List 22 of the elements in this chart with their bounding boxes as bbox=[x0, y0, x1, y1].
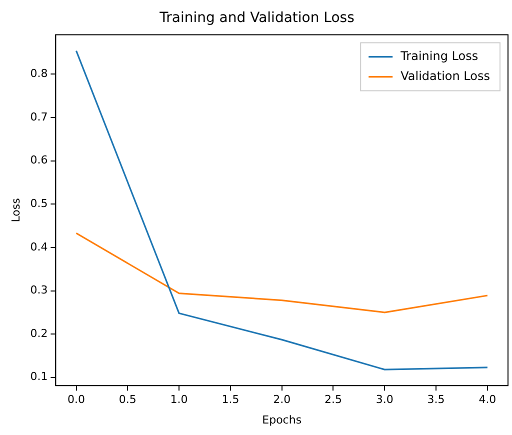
y-tick-label: 0.8 bbox=[30, 67, 48, 80]
y-tick-label: 0.2 bbox=[30, 326, 48, 340]
y-tick-label: 0.4 bbox=[30, 240, 48, 254]
y-tick-label: 0.6 bbox=[30, 154, 48, 167]
y-tick-label: 0.5 bbox=[30, 196, 48, 210]
x-tick-label: 3.5 bbox=[427, 393, 445, 406]
y-tick-label: 0.7 bbox=[30, 110, 48, 124]
x-tick-label: 1.5 bbox=[222, 393, 240, 406]
y-tick-label: 0.3 bbox=[30, 284, 48, 297]
x-tick-label: 0.5 bbox=[118, 393, 136, 406]
x-tick-label: 2.5 bbox=[324, 393, 342, 406]
y-axis-title: Loss bbox=[9, 198, 22, 222]
x-tick-label: 4.0 bbox=[478, 393, 496, 406]
legend-label: Training Loss bbox=[400, 48, 478, 63]
x-tick-label: 3.0 bbox=[376, 393, 394, 406]
x-tick-label: 0.0 bbox=[68, 393, 86, 406]
x-tick-label: 2.0 bbox=[273, 393, 291, 406]
y-tick-label: 0.1 bbox=[30, 370, 48, 384]
x-axis-title: Epochs bbox=[262, 413, 302, 426]
chart-title: Training and Validation Loss bbox=[158, 10, 354, 26]
x-tick-label: 1.0 bbox=[170, 393, 188, 406]
legend-label: Validation Loss bbox=[400, 68, 490, 83]
